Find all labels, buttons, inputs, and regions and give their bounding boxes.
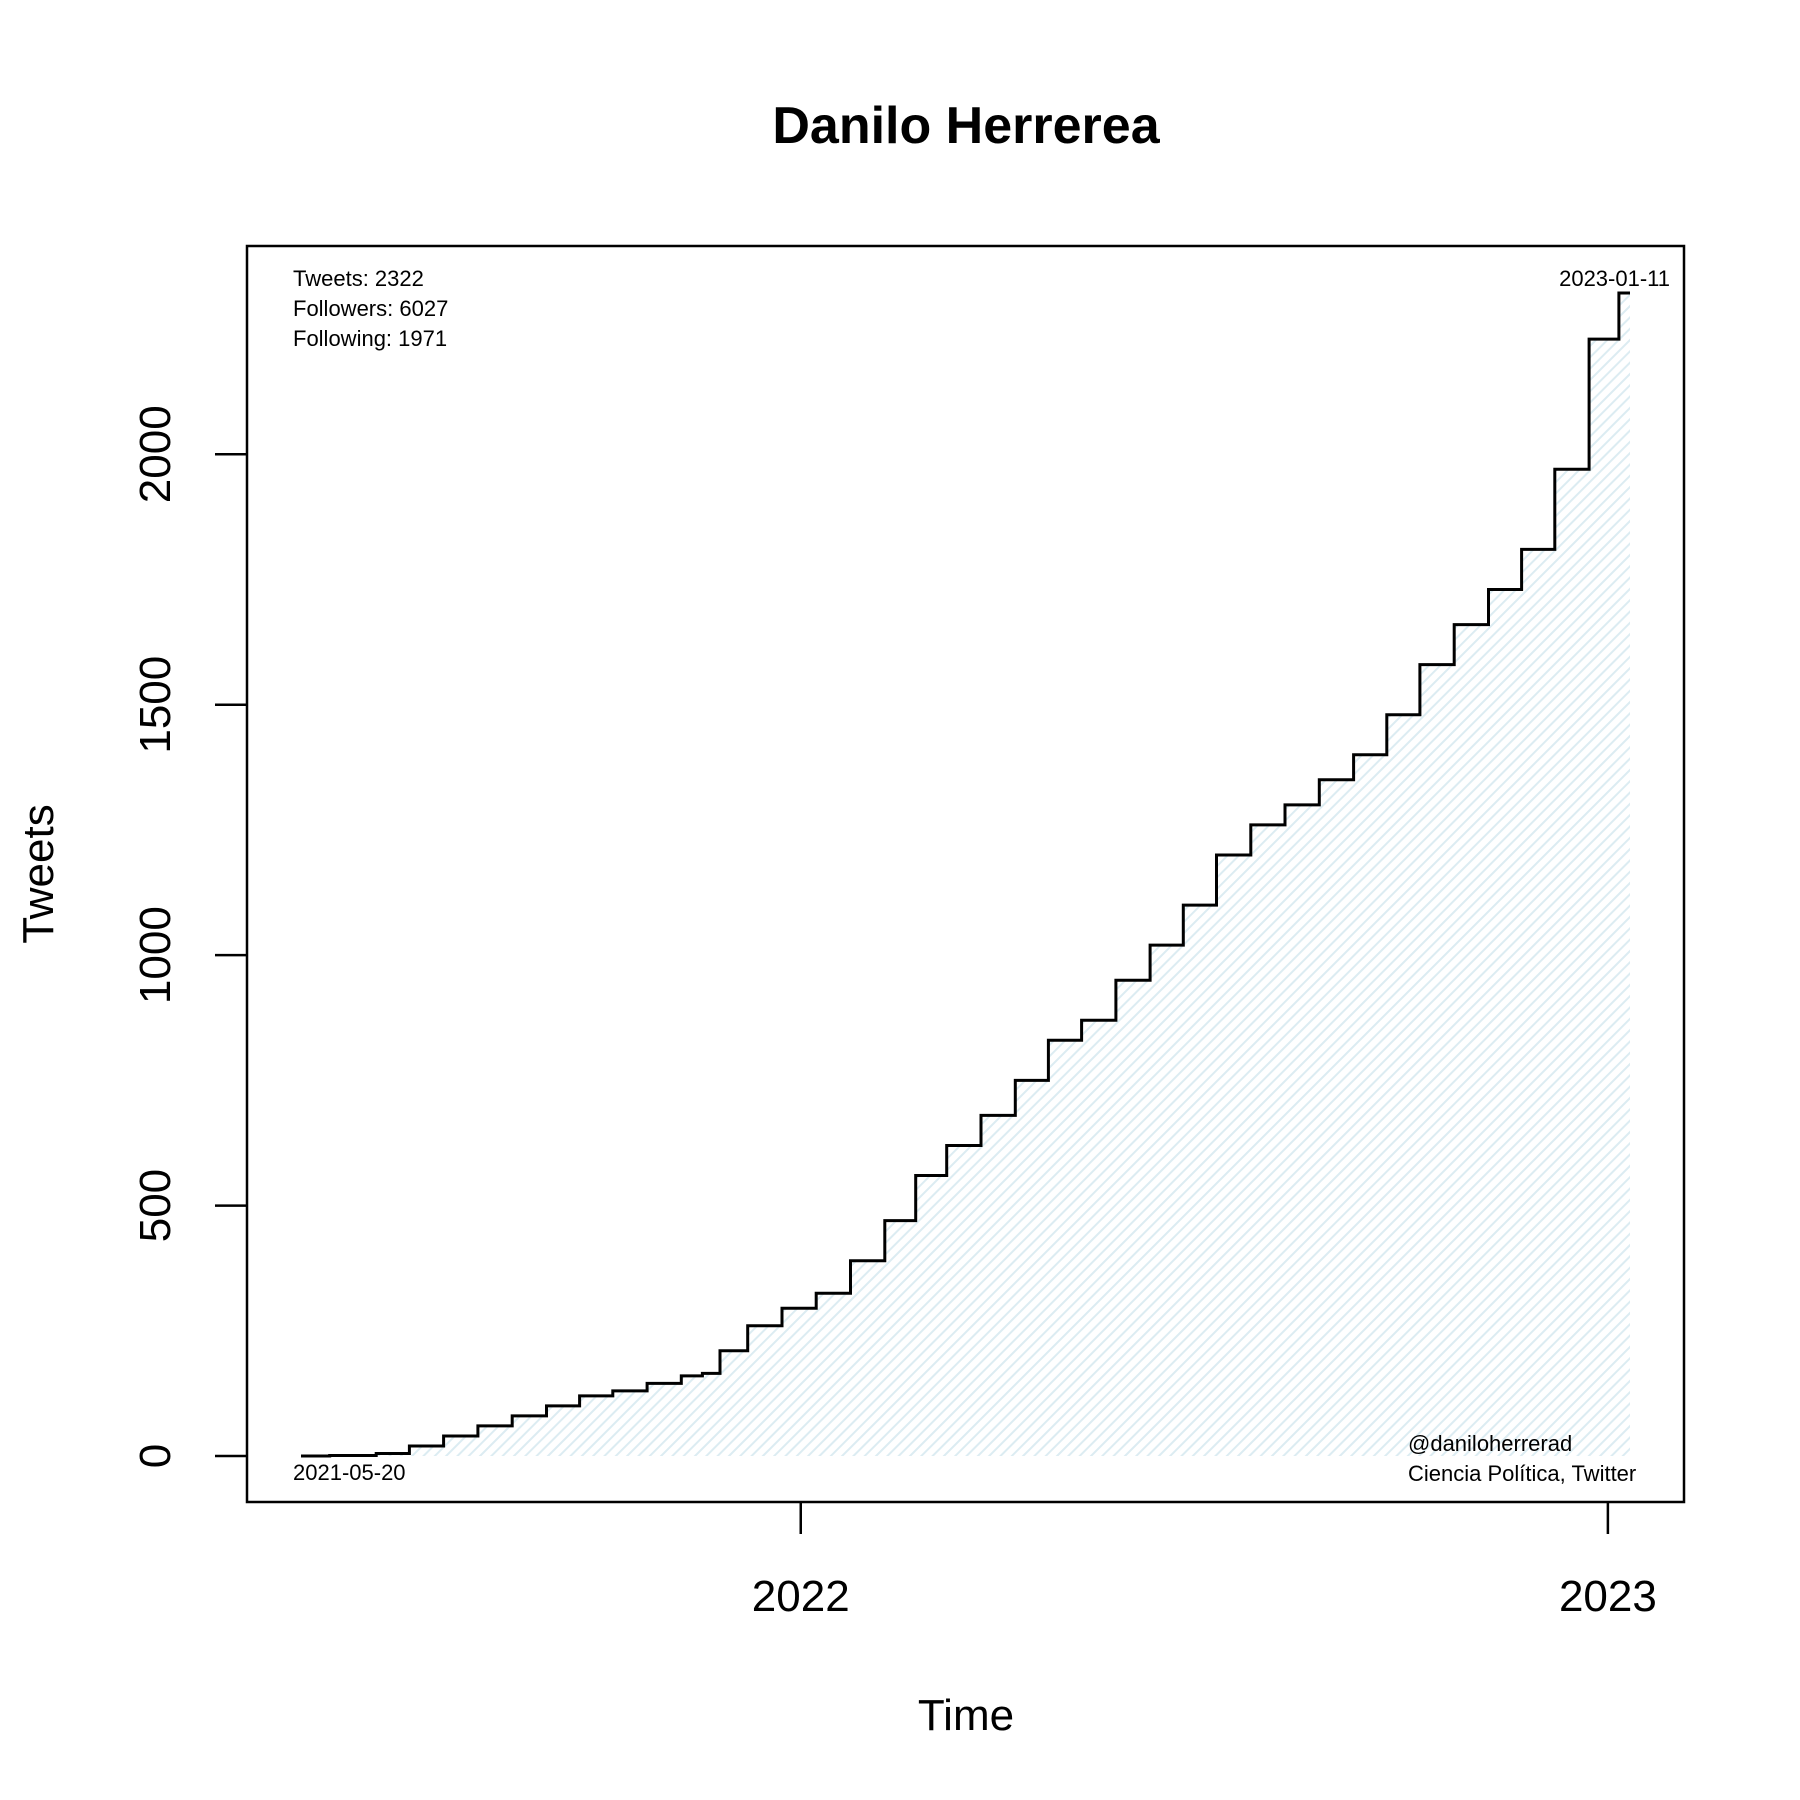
y-tick-label: 2000	[131, 405, 180, 503]
x-axis-title: Time	[918, 1691, 1014, 1740]
chart-title: Danilo Herrerea	[772, 97, 1160, 155]
tweets-count-label: Tweets: 2322	[293, 266, 424, 291]
handle-label: @daniloherrerad	[1408, 1431, 1572, 1456]
x-axis: 2022 2023	[752, 1502, 1657, 1621]
y-axis-title: Tweets	[14, 804, 63, 943]
plot-frame	[245, 244, 1686, 1504]
area-fill	[301, 293, 1630, 1456]
y-tick-label: 0	[131, 1444, 180, 1468]
series-line	[301, 291, 1630, 1458]
y-tick-label: 1500	[131, 656, 180, 754]
source-label: Ciencia Política, Twitter	[1408, 1461, 1636, 1486]
y-axis: 0 500 1000 1500 2000	[131, 405, 247, 1468]
y-tick-label: 500	[131, 1169, 180, 1242]
end-date-label: 2023-01-11	[1559, 266, 1670, 291]
x-tick-label: 2023	[1559, 1572, 1657, 1621]
followers-count-label: Followers: 6027	[293, 296, 448, 321]
y-tick-label: 1000	[131, 906, 180, 1004]
plot-area	[301, 291, 1630, 1458]
x-tick-label: 2022	[752, 1572, 850, 1621]
start-date-label: 2021-05-20	[293, 1460, 406, 1485]
following-count-label: Following: 1971	[293, 326, 447, 351]
